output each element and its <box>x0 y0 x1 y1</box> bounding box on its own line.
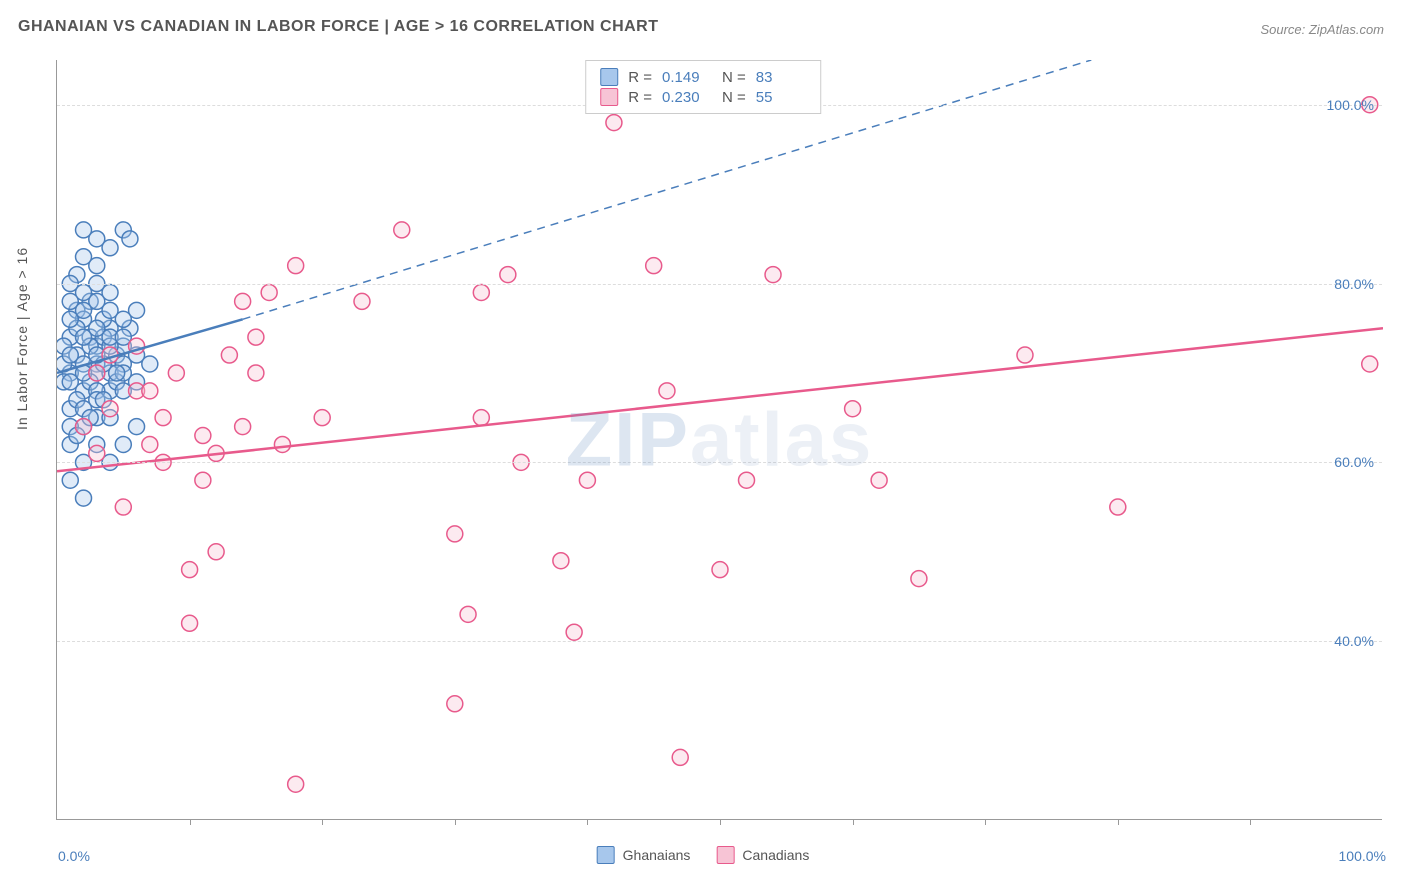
swatch-icon <box>597 846 615 864</box>
y-tick-label: 40.0% <box>1334 633 1374 649</box>
gridline <box>57 462 1382 463</box>
x-tick <box>985 819 986 825</box>
x-axis-min-label: 0.0% <box>58 848 90 864</box>
x-tick <box>853 819 854 825</box>
y-tick-label: 60.0% <box>1334 454 1374 470</box>
y-tick-label: 80.0% <box>1334 276 1374 292</box>
swatch-icon <box>716 846 734 864</box>
chart-container: GHANAIAN VS CANADIAN IN LABOR FORCE | AG… <box>0 0 1406 892</box>
x-tick <box>587 819 588 825</box>
x-tick <box>1250 819 1251 825</box>
plot-area: ZIPatlas 40.0%60.0%80.0%100.0% <box>56 60 1382 820</box>
x-axis-max-label: 100.0% <box>1339 848 1386 864</box>
x-tick <box>1118 819 1119 825</box>
swatch-icon <box>600 68 618 86</box>
legend-stats-row: R = 0.149 N = 83 <box>600 67 806 87</box>
legend-series: Ghanaians Canadians <box>597 846 810 864</box>
legend-label: Ghanaians <box>623 847 691 863</box>
legend-item: Canadians <box>716 846 809 864</box>
x-tick <box>322 819 323 825</box>
legend-stats-row: R = 0.230 N = 55 <box>600 87 806 107</box>
legend-label: Canadians <box>742 847 809 863</box>
y-axis-label: In Labor Force | Age > 16 <box>14 247 30 430</box>
scatter-svg <box>57 60 1383 820</box>
chart-title: GHANAIAN VS CANADIAN IN LABOR FORCE | AG… <box>18 18 659 36</box>
legend-stats: R = 0.149 N = 83 R = 0.230 N = 55 <box>585 60 821 114</box>
legend-item: Ghanaians <box>597 846 691 864</box>
swatch-icon <box>600 88 618 106</box>
x-tick <box>455 819 456 825</box>
x-tick <box>190 819 191 825</box>
chart-source: Source: ZipAtlas.com <box>1260 22 1384 37</box>
y-tick-label: 100.0% <box>1327 97 1374 113</box>
gridline <box>57 641 1382 642</box>
x-tick <box>720 819 721 825</box>
gridline <box>57 284 1382 285</box>
